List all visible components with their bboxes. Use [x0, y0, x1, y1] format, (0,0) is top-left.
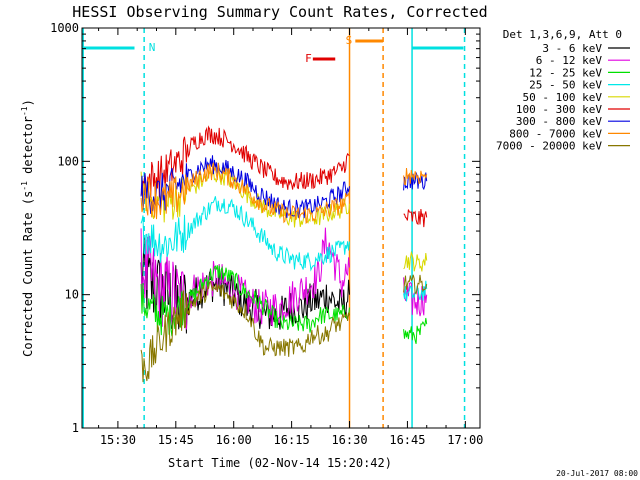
x-tick-label: 16:45 [389, 433, 425, 447]
series-line-5 [140, 125, 350, 200]
series-line-2 [140, 265, 350, 337]
y-tick-label: 1000 [50, 21, 79, 35]
legend-label-5: 100 - 300 keV [516, 103, 602, 116]
series-line-8 [140, 280, 350, 383]
x-tick-label: 17:00 [447, 433, 483, 447]
flare-label: F [305, 52, 312, 65]
legend-label-2: 12 - 25 keV [529, 66, 602, 79]
legend-label-3: 25 - 50 keV [529, 79, 602, 92]
legend-label-1: 6 - 12 keV [536, 54, 603, 67]
series-line-4 [403, 250, 428, 272]
saa-label: S [346, 34, 353, 47]
x-axis-ticks: 15:30 15:45 16:00 16:15 16:30 16:45 17:00 [98, 28, 483, 447]
x-tick-label: 15:45 [158, 433, 194, 447]
plot-frame [81, 27, 481, 429]
series-line-3 [140, 196, 350, 272]
legend-title: Det 1,3,6,9, Att 0 [503, 28, 622, 41]
series-line-2 [403, 317, 428, 345]
x-tick-label: 16:15 [274, 433, 310, 447]
y-tick-label: 10 [65, 288, 79, 302]
series-line-1 [140, 227, 350, 330]
chart-title: HESSI Observing Summary Count Rates, Cor… [72, 3, 487, 21]
y-axis-label: Corrected Count Rate (s-1 detector-1) [20, 99, 35, 357]
x-tick-label: 15:30 [100, 433, 136, 447]
x-tick-label: 16:30 [331, 433, 367, 447]
legend-label-7: 800 - 7000 keV [509, 127, 602, 140]
legend-label-0: 3 - 6 keV [542, 42, 602, 55]
series-line-5 [403, 208, 428, 228]
night-label: N [149, 41, 156, 54]
y-tick-label: 1 [72, 421, 79, 435]
observing-intervals: N S F [82, 28, 466, 428]
y-axis-ticks: 1 10 100 1000 [50, 21, 480, 435]
series-line-7 [403, 167, 428, 186]
y-tick-label: 100 [57, 154, 79, 168]
x-tick-label: 16:00 [216, 433, 252, 447]
data-series [140, 125, 428, 383]
footer-timestamp: 20-Jul-2017 08:00 [556, 469, 638, 478]
series-line-8 [403, 274, 428, 295]
series-line-6 [403, 172, 428, 191]
legend-label-8: 7000 - 20000 keV [496, 140, 602, 153]
x-axis-label: Start Time (02-Nov-14 15:20:42) [168, 456, 392, 470]
legend-label-6: 300 - 800 keV [516, 115, 602, 128]
legend-label-4: 50 - 100 keV [523, 91, 603, 104]
series-line-7 [140, 162, 350, 225]
